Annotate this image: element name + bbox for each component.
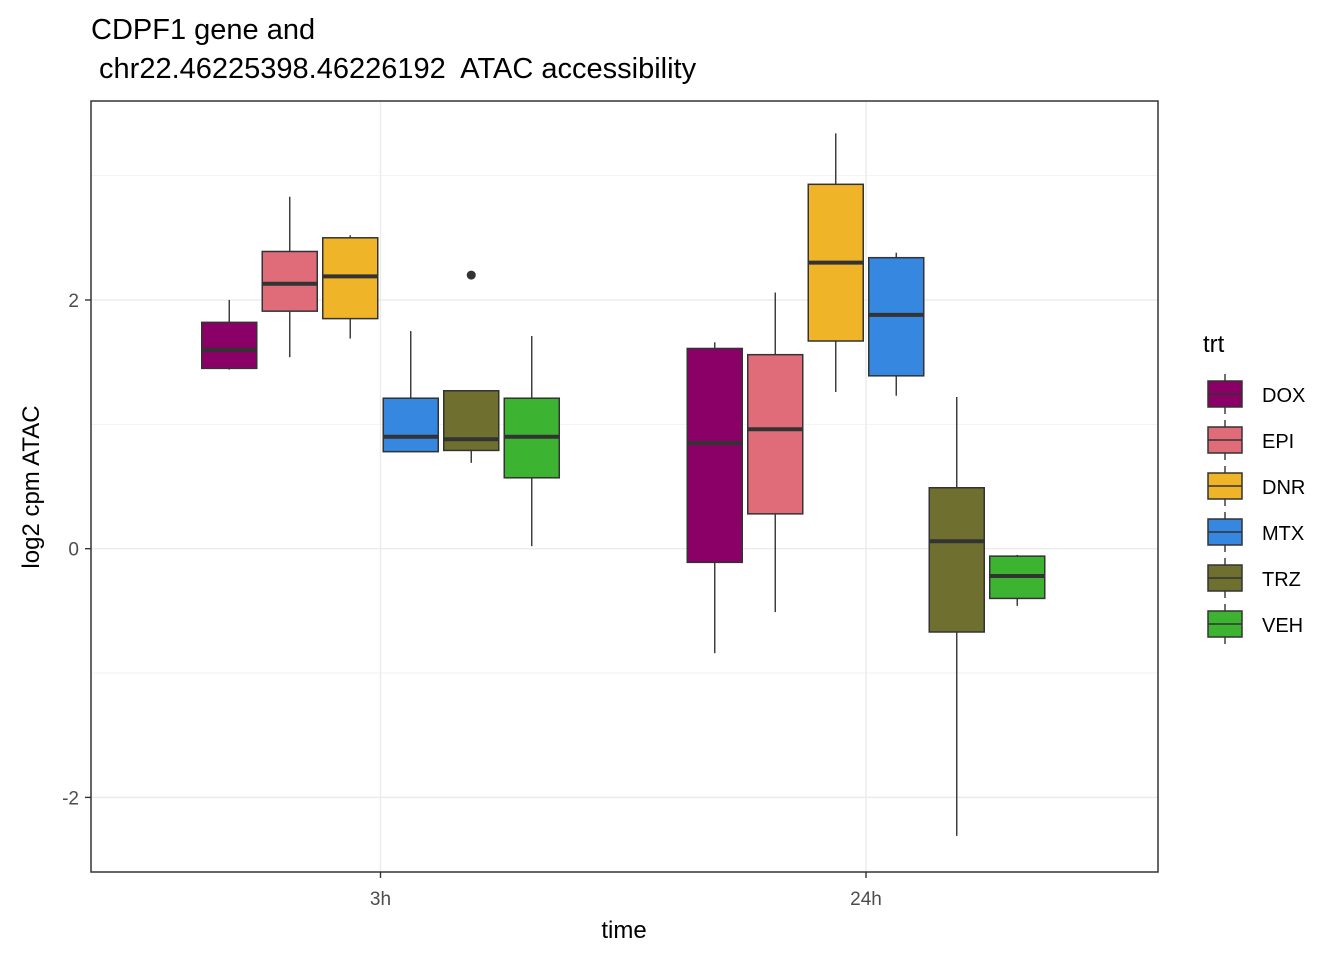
y-tick-label: 0 [68, 540, 79, 561]
box-dox-3h [201, 299, 258, 370]
box-trz-3h [443, 270, 500, 463]
x-axis-ticks: 3h 24h [370, 872, 882, 910]
box-epi-24h [747, 292, 804, 613]
box-dox-24h [686, 342, 743, 654]
x-tick-label: 24h [850, 889, 882, 910]
box-dnr-3h [322, 235, 379, 339]
box-iqr [382, 397, 439, 453]
x-tick-label: 3h [370, 889, 391, 910]
box-iqr [201, 321, 258, 370]
legend-title: trt [1203, 331, 1225, 358]
y-axis-ticks: -2 0 2 [62, 291, 91, 809]
y-tick-label: -2 [62, 788, 79, 809]
box-mtx-3h [382, 331, 439, 453]
outlier-point [466, 270, 476, 280]
box-epi-3h [261, 196, 318, 358]
legend-label: TRZ [1262, 569, 1301, 591]
minor-gridlines [91, 175, 1158, 674]
y-axis-title: log2 cpm ATAC [18, 405, 45, 568]
legend-label: DNR [1262, 477, 1305, 499]
legend-item-epi: EPI [1207, 420, 1294, 460]
plot-panel-background [91, 101, 1158, 872]
chart-title-line-1: CDPF1 gene and [91, 14, 315, 46]
legend-label: DOX [1262, 385, 1305, 407]
box-veh-24h [989, 554, 1046, 606]
x-axis-title: time [601, 917, 646, 944]
legend-label: EPI [1262, 431, 1294, 453]
y-tick-label: 2 [68, 291, 79, 312]
legend-item-veh: VEH [1207, 604, 1303, 644]
legend: trt DOX EPI DNR MTX TRZ VEH [1203, 331, 1305, 644]
legend-item-dox: DOX [1207, 374, 1305, 414]
legend-label: VEH [1262, 615, 1303, 637]
legend-item-dnr: DNR [1207, 466, 1305, 506]
chart-title-line-2: chr22.46225398.46226192 ATAC accessibili… [91, 53, 697, 85]
box-trz-24h [928, 396, 985, 836]
legend-label: MTX [1262, 523, 1304, 545]
box-iqr [443, 389, 500, 452]
box-iqr [747, 353, 804, 515]
box-mtx-24h [868, 252, 925, 396]
legend-item-mtx: MTX [1207, 512, 1304, 552]
box-iqr [261, 250, 318, 312]
legend-item-trz: TRZ [1207, 558, 1301, 598]
box-veh-3h [503, 336, 560, 547]
box-dnr-24h [807, 133, 864, 392]
box-iqr [686, 347, 743, 564]
box-series [201, 133, 1046, 836]
box-iqr [928, 486, 985, 633]
plot-panel-border [90, 100, 1159, 873]
